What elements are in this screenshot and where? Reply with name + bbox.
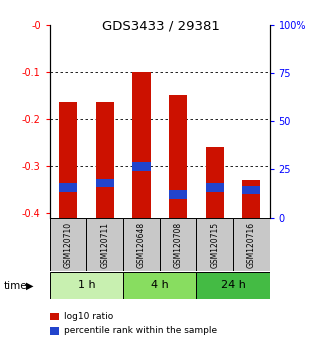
Bar: [233, 218, 270, 271]
Text: GSM120716: GSM120716: [247, 222, 256, 268]
Bar: [50, 313, 59, 320]
Text: 4 h: 4 h: [151, 280, 169, 290]
Text: GSM120715: GSM120715: [210, 222, 219, 268]
Bar: [86, 218, 123, 271]
Bar: [50, 327, 59, 335]
Bar: [96, 102, 114, 218]
Bar: [196, 218, 233, 271]
Text: percentile rank within the sample: percentile rank within the sample: [64, 326, 217, 335]
Bar: [50, 272, 123, 299]
Bar: [160, 218, 196, 271]
Bar: [242, 186, 260, 194]
Bar: [242, 180, 260, 218]
Bar: [196, 272, 270, 299]
Bar: [132, 72, 151, 218]
Bar: [205, 183, 224, 192]
Text: GSM120648: GSM120648: [137, 222, 146, 268]
Bar: [59, 102, 77, 218]
Bar: [169, 95, 187, 218]
Text: GSM120708: GSM120708: [174, 222, 183, 268]
Bar: [50, 218, 86, 271]
Bar: [123, 218, 160, 271]
Bar: [205, 147, 224, 218]
Bar: [123, 272, 196, 299]
Text: ▶: ▶: [26, 281, 33, 291]
Text: time: time: [3, 281, 27, 291]
Bar: [59, 183, 77, 192]
Text: 24 h: 24 h: [221, 280, 246, 290]
Bar: [96, 179, 114, 187]
Text: 1 h: 1 h: [78, 280, 95, 290]
Text: GSM120710: GSM120710: [64, 222, 73, 268]
Bar: [169, 190, 187, 199]
Text: GDS3433 / 29381: GDS3433 / 29381: [101, 19, 220, 33]
Bar: [132, 162, 151, 171]
Text: log10 ratio: log10 ratio: [64, 312, 113, 321]
Text: GSM120711: GSM120711: [100, 222, 109, 268]
